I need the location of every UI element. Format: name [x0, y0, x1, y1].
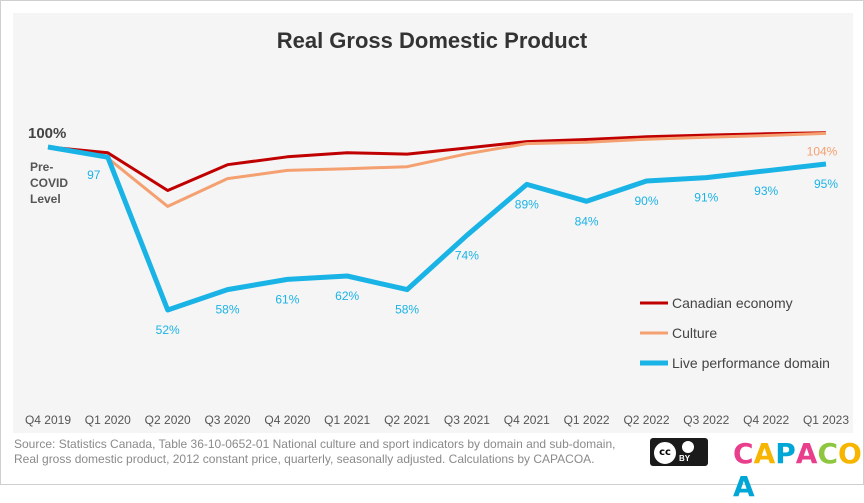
series-line-1	[47, 131, 827, 208]
source-line-2: Real gross domestic product, 2012 consta…	[14, 452, 595, 466]
logo-letter: O	[838, 437, 862, 470]
data-label: 58%	[395, 303, 419, 317]
x-tick-label: Q1 2023	[803, 413, 849, 427]
data-label: 95%	[814, 177, 838, 191]
source-note: Source: Statistics Canada, Table 36-10-0…	[14, 437, 615, 467]
data-label: 74%	[455, 248, 479, 262]
x-tick-label: Q1 2020	[85, 413, 131, 427]
x-tick-label: Q1 2022	[564, 413, 610, 427]
x-tick-label: Q4 2021	[504, 413, 550, 427]
baseline-label: 100%	[28, 125, 66, 142]
chart-frame	[0, 0, 864, 485]
logo-letter: A	[753, 437, 776, 470]
line-chart: 104% 97 52% 58% 61% 62% 58% 74% 89% 84% 90% 91% 93% 9…	[25, 125, 849, 427]
legend-label: Culture	[672, 325, 717, 341]
x-tick-label: Q4 2022	[743, 413, 789, 427]
data-label: 62%	[335, 289, 359, 303]
x-tick-label: Q3 2022	[683, 413, 729, 427]
x-tick-label: Q3 2020	[204, 413, 250, 427]
data-label: 97	[87, 168, 101, 182]
data-label: 84%	[575, 214, 599, 228]
data-label: 93%	[754, 184, 778, 198]
logo-letter: P	[775, 437, 796, 470]
legend-label: Canadian economy	[672, 295, 793, 311]
data-label: 89%	[515, 197, 539, 211]
x-tick-label: Q2 2022	[623, 413, 669, 427]
logo-letter: A	[795, 437, 818, 470]
logo-letter: C	[733, 437, 754, 470]
legend-label: Live performance domain	[672, 355, 830, 371]
cc-by-icon: cc BY	[650, 438, 708, 466]
cc-circle-icon: cc	[654, 442, 676, 464]
logo-letter: C	[817, 437, 838, 470]
x-tick-label: Q2 2020	[145, 413, 191, 427]
data-label: 91%	[694, 191, 718, 205]
x-tick-label: Q1 2021	[324, 413, 370, 427]
data-label: 52%	[156, 323, 180, 337]
data-label: 58%	[215, 303, 239, 317]
source-line-1: Source: Statistics Canada, Table 36-10-0…	[14, 437, 616, 451]
series-line-2	[47, 144, 827, 313]
license-label: BY	[679, 454, 691, 463]
baseline-sublabel-2: COVID	[30, 176, 68, 190]
x-tick-label: Q2 2021	[384, 413, 430, 427]
logo-letter: A	[733, 470, 755, 503]
x-tick-label: Q4 2020	[264, 413, 310, 427]
x-tick-label: Q3 2021	[444, 413, 490, 427]
baseline-sublabel-1: Pre-	[30, 160, 53, 174]
person-icon	[682, 441, 694, 453]
data-label: 61%	[275, 292, 299, 306]
x-tick-label: Q4 2019	[25, 413, 71, 427]
plot-background	[13, 13, 853, 433]
baseline-sublabel-3: Level	[30, 192, 61, 206]
chart-title: Real Gross Domestic Product	[276, 28, 588, 53]
capacoa-logo: CAPACOA	[733, 437, 864, 503]
series-line-0	[47, 131, 827, 192]
data-label: 90%	[634, 194, 658, 208]
data-label: 104%	[807, 144, 838, 158]
